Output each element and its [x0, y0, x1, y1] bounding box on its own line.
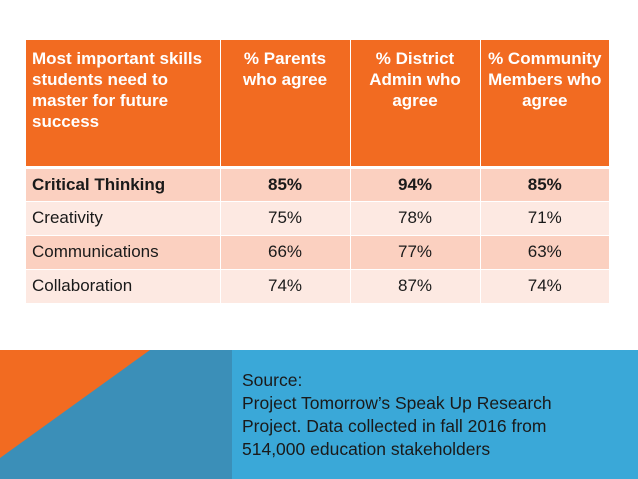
table-row: Creativity 75% 78% 71% [26, 201, 609, 236]
parents-cell: 75% [220, 201, 351, 236]
table-row: Communications 66% 77% 63% [26, 235, 609, 270]
table-header-row: Most important skills students need to m… [26, 40, 609, 169]
table-row: Collaboration 74% 87% 74% [26, 269, 609, 304]
header-skills: Most important skills students need to m… [26, 40, 221, 169]
footer-teal-shape [0, 350, 232, 479]
parents-cell: 66% [220, 235, 351, 270]
parents-cell: 74% [220, 269, 351, 304]
header-district-admin: % District Admin who agree [350, 40, 481, 169]
community-members-cell: 71% [480, 201, 609, 236]
survey-table: Most important skills students need to m… [26, 40, 609, 304]
skill-cell: Collaboration [26, 269, 221, 304]
source-line: 514,000 education stakeholders [242, 439, 491, 459]
source-line: Source: [242, 370, 303, 390]
header-parents: % Parents who agree [220, 40, 351, 169]
district-admin-cell: 77% [350, 235, 481, 270]
skill-cell: Creativity [26, 201, 221, 236]
footer-orange-triangle [0, 350, 150, 458]
parents-cell: 85% [220, 167, 351, 202]
district-admin-cell: 78% [350, 201, 481, 236]
footer-decoration [0, 350, 638, 479]
community-members-cell: 85% [480, 167, 609, 202]
community-members-cell: 63% [480, 235, 609, 270]
community-members-cell: 74% [480, 269, 609, 304]
district-admin-cell: 87% [350, 269, 481, 304]
source-note: Source: Project Tomorrow’s Speak Up Rese… [242, 369, 632, 461]
header-community-members: % Community Members who agree [480, 40, 609, 169]
source-line: Project. Data collected in fall 2016 fro… [242, 416, 547, 436]
skill-cell: Communications [26, 235, 221, 270]
district-admin-cell: 94% [350, 167, 481, 202]
skill-cell: Critical Thinking [26, 167, 221, 202]
source-line: Project Tomorrow’s Speak Up Research [242, 393, 552, 413]
table-row: Critical Thinking 85% 94% 85% [26, 167, 609, 202]
